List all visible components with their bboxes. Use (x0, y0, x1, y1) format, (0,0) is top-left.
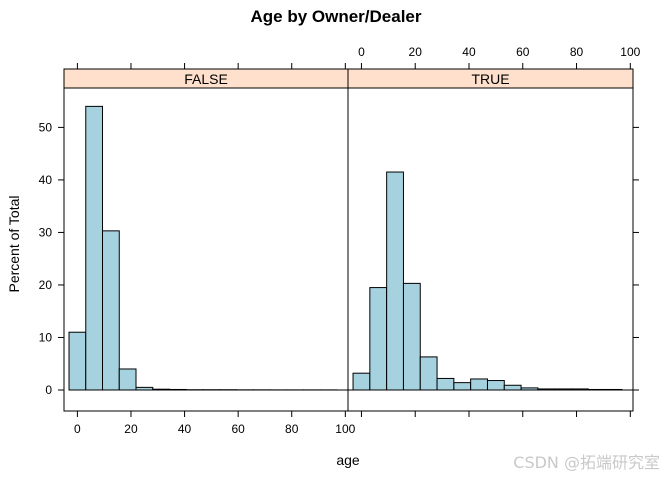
bar (570, 388, 589, 391)
panel-true: TRUE (347, 68, 639, 412)
x-tick-label: 20 (124, 422, 138, 436)
axes-layer: 0 20 40 60 80 100 0 20 40 60 80 100 0 10 20 30 40 50 (39, 45, 641, 436)
bar (152, 388, 170, 391)
y-tick-label: 10 (39, 330, 53, 344)
y-tick-label: 30 (39, 225, 53, 239)
bar (118, 368, 137, 391)
bar (436, 377, 455, 391)
bar (419, 356, 438, 391)
y-tick-label: 40 (39, 173, 53, 187)
bar (537, 388, 556, 391)
y-tick-label: 50 (39, 120, 53, 134)
x-tick-label-top: 60 (516, 45, 530, 59)
chart-title: Age by Owner/Dealer (250, 7, 421, 26)
strip-label-true: TRUE (471, 71, 509, 87)
bar (470, 378, 488, 391)
bar (604, 388, 623, 391)
bar (453, 382, 472, 391)
bar (352, 372, 371, 391)
bar (168, 388, 187, 391)
panels-layer: FALSE TRUE (63, 68, 639, 412)
bar (68, 331, 87, 391)
x-tick-label-top: 80 (570, 45, 584, 59)
bar (520, 387, 539, 391)
x-tick-label-top: 0 (358, 45, 365, 59)
panel-frame (347, 87, 634, 412)
bar (135, 386, 154, 391)
y-tick-label: 20 (39, 278, 53, 292)
x-tick-label: 60 (231, 422, 245, 436)
x-tick-label: 0 (74, 422, 81, 436)
bar (85, 105, 104, 391)
bar (102, 230, 120, 391)
x-tick-label: 80 (285, 422, 299, 436)
bar (369, 287, 388, 391)
watermark-text: CSDN @拓端研究室 (513, 453, 660, 472)
bar (402, 282, 421, 391)
y-axis-label: Percent of Total (6, 195, 22, 292)
bar (386, 171, 404, 391)
y-tick-label: 0 (45, 383, 52, 397)
x-tick-label: 40 (178, 422, 192, 436)
bar (486, 380, 505, 391)
x-tick-label-top: 100 (620, 45, 640, 59)
x-tick-label-top: 20 (409, 45, 423, 59)
x-tick-label: 100 (335, 422, 355, 436)
bar (554, 388, 572, 391)
bar (503, 384, 522, 391)
x-tick-label-top: 40 (462, 45, 476, 59)
panel-false: FALSE (63, 68, 354, 412)
strip-label-false: FALSE (184, 71, 228, 87)
x-axis-label: age (336, 452, 360, 468)
bar (587, 388, 606, 391)
